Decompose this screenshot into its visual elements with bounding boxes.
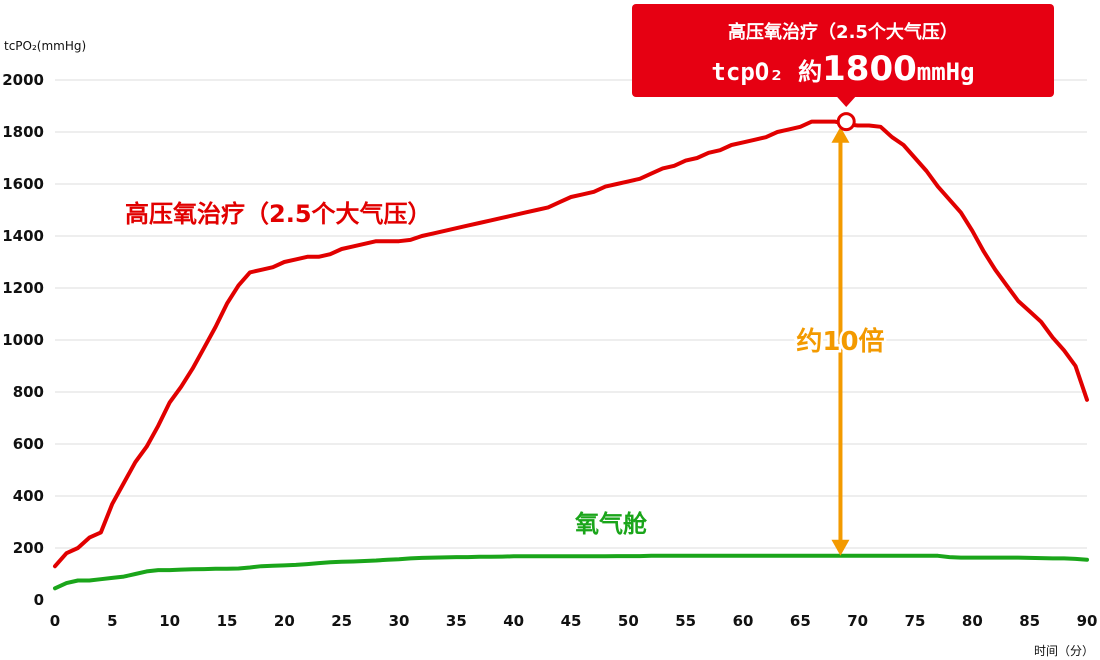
y-tick-label: 1200	[2, 279, 44, 297]
callout-title: 高压氧治疗（2.5个大气压）	[728, 21, 958, 43]
x-axis-label: 时间（分）	[1034, 644, 1094, 658]
x-tick-label: 85	[1019, 612, 1040, 630]
x-tick-label: 80	[962, 612, 983, 630]
y-axis-ticks: 0 200 400 600 800 1000 1200 1400 1600 1800 2000	[2, 71, 44, 609]
x-tick-label: 55	[675, 612, 696, 630]
y-tick-label: 1000	[2, 331, 44, 349]
peak-marker	[836, 112, 856, 132]
x-tick-label: 5	[107, 612, 117, 630]
y-tick-label: 400	[13, 487, 44, 505]
series-label-hyperbaric: 高压氧治疗（2.5个大气压）	[125, 200, 432, 228]
series-line-oxygen-capsule	[53, 553, 1089, 591]
y-tick-label: 1400	[2, 227, 44, 245]
x-tick-label: 15	[217, 612, 238, 630]
ratio-arrow-head-down	[831, 539, 850, 556]
x-tick-label: 90	[1077, 612, 1098, 630]
x-tick-label: 20	[274, 612, 295, 630]
callout-pointer	[837, 97, 856, 107]
y-tick-label: 600	[13, 435, 44, 453]
x-tick-label: 30	[389, 612, 410, 630]
x-tick-label: 35	[446, 612, 467, 630]
y-axis-label: tcPO₂(mmHg)	[4, 39, 86, 53]
x-tick-label: 0	[50, 612, 60, 630]
x-tick-label: 70	[847, 612, 868, 630]
callout-value: 1800	[822, 49, 917, 89]
ratio-label: 约10倍	[796, 326, 884, 357]
x-tick-label: 25	[331, 612, 352, 630]
y-tick-label: 800	[13, 383, 44, 401]
callout-value-text: tcpO₂ 約1800mmHg	[711, 49, 974, 89]
y-tick-label: 0	[34, 591, 44, 609]
x-tick-label: 50	[618, 612, 639, 630]
x-tick-label: 75	[905, 612, 926, 630]
callout-unit: mmHg	[917, 58, 975, 86]
callout-box	[632, 4, 1054, 97]
callout-value-prefix: tcpO₂ 約	[711, 58, 822, 86]
y-tick-label: 1600	[2, 175, 44, 193]
y-tick-label: 2000	[2, 71, 44, 89]
x-tick-label: 40	[503, 612, 524, 630]
y-tick-label: 1800	[2, 123, 44, 141]
series-line-hyperbaric	[53, 119, 1089, 569]
y-tick-label: 200	[13, 539, 44, 557]
series-label-oxygen-capsule: 氧气舱	[575, 510, 648, 538]
ratio-arrow-head-up	[831, 126, 850, 143]
ratio-arrow-group: 约10倍	[794, 126, 887, 556]
x-tick-label: 65	[790, 612, 811, 630]
grid	[55, 79, 1087, 549]
series-layer: 高压氧治疗（2.5个大气压） 氧气舱	[53, 119, 1089, 591]
peak-callout-group: 高压氧治疗（2.5个大气压） tcpO₂ 約1800mmHg	[632, 4, 1054, 132]
x-tick-label: 60	[733, 612, 754, 630]
x-tick-label: 45	[561, 612, 582, 630]
x-axis-ticks: 0 5 10 15 20 25 30 35 40 45 50 55 60 65 70 75 80 85 90	[50, 612, 1098, 630]
x-tick-label: 10	[159, 612, 180, 630]
